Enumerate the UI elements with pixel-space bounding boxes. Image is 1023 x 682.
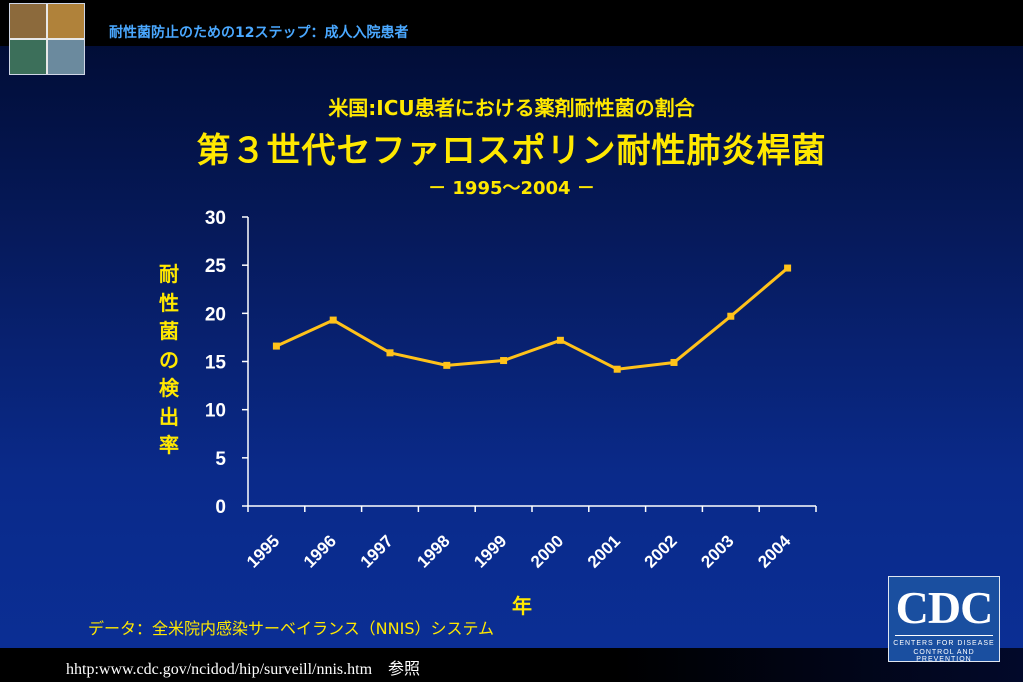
cdc-logo-line1: CENTERS FOR DISEASE — [893, 640, 995, 647]
chart-title: 第３世代セファロスポリン耐性肺炎桿菌 — [196, 131, 827, 171]
y-tick-label: 15 — [205, 353, 227, 374]
data-point — [670, 358, 678, 366]
footer-bar — [0, 648, 1023, 682]
x-tick-label: 2003 — [697, 531, 737, 571]
x-tick-label: 1998 — [413, 531, 453, 571]
y-axis-label: 耐性菌の検出率 — [159, 262, 179, 457]
header-bar — [0, 0, 1023, 46]
data-source: データ：全米院内感染サーベイランス（NNIS）システム — [88, 619, 495, 638]
x-tick-label: 1999 — [470, 531, 510, 571]
emblem-logo — [9, 3, 85, 75]
reference-url: hhtp:www.cdc.gov/ncidod/hip/surveill/nni… — [66, 661, 421, 678]
series-line — [275, 266, 789, 371]
data-point — [727, 312, 735, 320]
y-tick-label: 10 — [205, 401, 226, 422]
data-point — [556, 336, 564, 344]
y-tick-label: 25 — [205, 256, 227, 277]
data-point — [784, 264, 792, 272]
data-point — [613, 365, 621, 373]
y-tick-label: 30 — [205, 208, 226, 229]
x-tick-label: 2001 — [584, 531, 624, 571]
x-tick-label: 2000 — [527, 531, 567, 571]
cdc-logo-line2: CONTROL AND PREVENTION — [913, 649, 975, 663]
y-tick-label: 0 — [215, 497, 226, 518]
data-point — [443, 361, 451, 369]
header-title: 耐性菌防止のための12ステップ：成人入院患者 — [109, 25, 409, 41]
data-point — [386, 349, 394, 357]
y-tick-label: 20 — [205, 304, 226, 325]
y-tick-label: 5 — [215, 449, 226, 470]
x-tick-label: 1996 — [300, 531, 340, 571]
x-tick-label: 2002 — [641, 531, 681, 571]
data-point — [272, 342, 280, 350]
chart-period: － 1995～2004 － — [428, 178, 595, 199]
data-point — [500, 357, 508, 365]
x-tick-label: 2004 — [754, 531, 795, 572]
x-tick-label: 1995 — [243, 531, 283, 571]
x-tick-label: 1997 — [357, 531, 397, 571]
chart-subtitle: 米国:ICU患者における薬剤耐性菌の割合 — [328, 96, 695, 120]
x-axis-label: 年 — [512, 594, 532, 618]
data-point — [329, 316, 337, 324]
cdc-logo: CDC CENTERS FOR DISEASE CONTROL AND PREV… — [888, 576, 1000, 663]
cdc-logo-letters: CDC — [895, 582, 994, 633]
